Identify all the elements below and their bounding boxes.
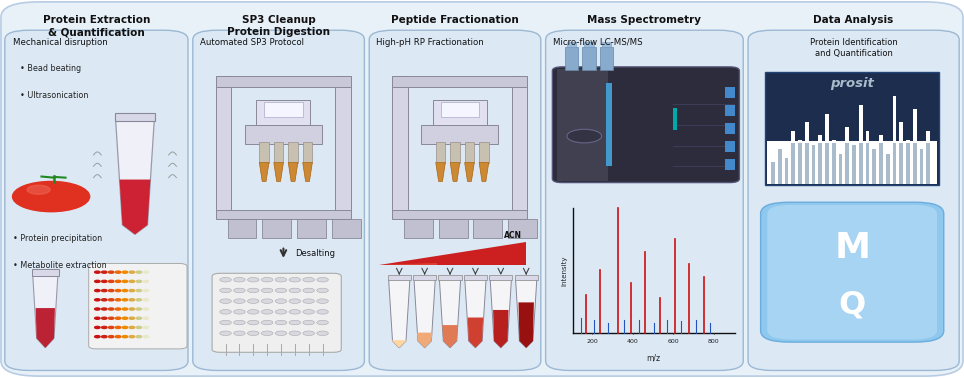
Circle shape [101, 308, 107, 310]
Bar [879, 135, 883, 141]
Circle shape [150, 299, 155, 301]
Circle shape [317, 277, 329, 282]
Text: 400: 400 [627, 339, 638, 344]
Circle shape [136, 271, 142, 273]
Bar [899, 143, 903, 184]
FancyBboxPatch shape [193, 30, 364, 370]
Circle shape [303, 299, 314, 304]
Circle shape [164, 336, 169, 338]
Circle shape [109, 290, 114, 292]
Polygon shape [120, 180, 150, 234]
Polygon shape [516, 280, 537, 348]
Circle shape [116, 308, 120, 310]
FancyBboxPatch shape [761, 202, 944, 342]
Circle shape [136, 280, 142, 282]
Bar [839, 154, 843, 184]
Circle shape [122, 317, 127, 319]
Circle shape [289, 299, 301, 304]
Circle shape [171, 336, 176, 338]
Circle shape [220, 288, 231, 293]
Bar [879, 143, 883, 184]
Bar [906, 139, 910, 141]
Bar [872, 149, 876, 184]
Text: • Metabolite extraction: • Metabolite extraction [13, 261, 106, 270]
Circle shape [129, 336, 135, 338]
Circle shape [233, 288, 245, 293]
Circle shape [164, 308, 169, 310]
FancyBboxPatch shape [767, 205, 937, 339]
Bar [465, 142, 474, 163]
Bar [785, 158, 789, 184]
Circle shape [122, 299, 127, 301]
Circle shape [143, 326, 148, 328]
Circle shape [220, 320, 231, 325]
Circle shape [261, 320, 273, 325]
Bar [297, 219, 326, 238]
Circle shape [101, 317, 107, 319]
Circle shape [122, 336, 127, 338]
Circle shape [150, 317, 155, 319]
Bar [262, 219, 291, 238]
Circle shape [150, 326, 155, 328]
Circle shape [150, 308, 155, 310]
Circle shape [94, 271, 100, 273]
Circle shape [289, 331, 301, 336]
Polygon shape [36, 308, 55, 348]
Circle shape [233, 277, 245, 282]
Bar [565, 47, 578, 70]
Text: High-pH RP Fractionation: High-pH RP Fractionation [376, 38, 484, 47]
Polygon shape [288, 163, 298, 181]
Text: m/z: m/z [647, 353, 660, 363]
Circle shape [136, 317, 142, 319]
Bar [859, 143, 863, 184]
Circle shape [129, 280, 135, 282]
Circle shape [143, 271, 148, 273]
Circle shape [164, 299, 169, 301]
Bar [725, 105, 735, 116]
Circle shape [317, 320, 329, 325]
FancyBboxPatch shape [546, 30, 743, 370]
Polygon shape [274, 163, 283, 181]
Circle shape [122, 308, 127, 310]
Circle shape [171, 299, 176, 301]
Circle shape [116, 326, 120, 328]
Circle shape [276, 331, 287, 336]
Bar [421, 125, 498, 144]
Circle shape [164, 290, 169, 292]
Circle shape [116, 290, 120, 292]
Bar [791, 143, 795, 184]
Text: • Protein precipitation: • Protein precipitation [13, 234, 101, 243]
Polygon shape [490, 280, 511, 348]
Bar [433, 100, 487, 125]
Circle shape [136, 308, 142, 310]
Polygon shape [116, 121, 154, 234]
Circle shape [220, 299, 231, 304]
Bar [32, 269, 59, 276]
Circle shape [248, 331, 259, 336]
Bar [812, 145, 816, 184]
Circle shape [116, 317, 120, 319]
Circle shape [94, 336, 100, 338]
Circle shape [94, 317, 100, 319]
Circle shape [94, 280, 100, 282]
Bar [567, 42, 576, 47]
Circle shape [157, 326, 162, 328]
Circle shape [150, 280, 155, 282]
Circle shape [136, 336, 142, 338]
Bar [767, 141, 937, 184]
Text: Desalting: Desalting [295, 249, 335, 258]
Circle shape [171, 317, 176, 319]
Polygon shape [33, 276, 58, 348]
Polygon shape [379, 242, 526, 265]
Bar [413, 275, 436, 280]
Bar [926, 143, 930, 184]
Circle shape [101, 326, 107, 328]
FancyBboxPatch shape [212, 273, 341, 352]
Bar [515, 275, 538, 280]
Circle shape [289, 310, 301, 314]
Text: ACN: ACN [503, 231, 522, 240]
Circle shape [94, 299, 100, 301]
FancyBboxPatch shape [369, 30, 541, 370]
Bar [582, 47, 596, 70]
